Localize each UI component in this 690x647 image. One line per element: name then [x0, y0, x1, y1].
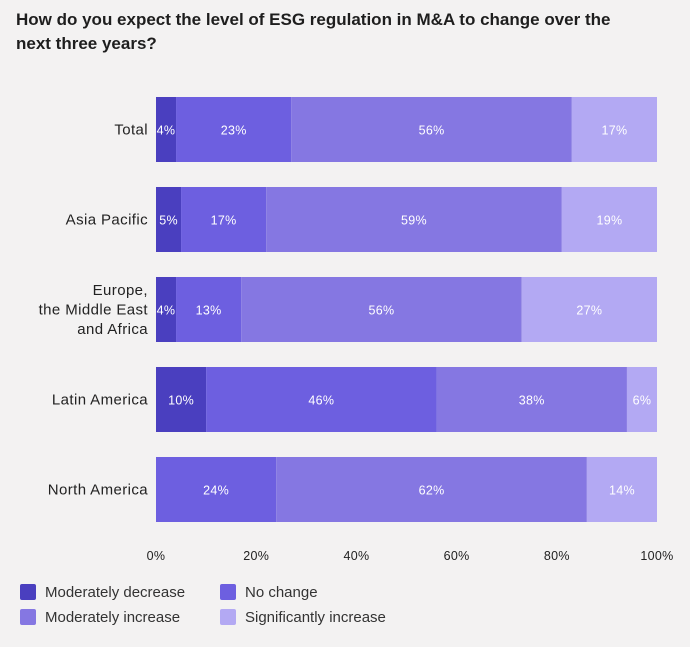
- data-label: 56%: [368, 304, 394, 318]
- category-label: the Middle East: [39, 302, 149, 319]
- legend-swatch-moderately-decrease: [20, 584, 36, 600]
- x-tick-label: 100%: [640, 549, 673, 563]
- data-label: 14%: [609, 484, 635, 498]
- category-label: and Africa: [77, 321, 148, 338]
- bar-segment: [266, 187, 562, 252]
- data-label: 6%: [633, 394, 652, 408]
- bar-segment: [156, 457, 277, 522]
- legend-swatch-no-change: [220, 584, 236, 600]
- data-label: 19%: [596, 214, 622, 228]
- data-label: 27%: [576, 304, 602, 318]
- legend-swatch-moderately-increase: [20, 609, 36, 625]
- legend-label: Moderately increase: [45, 608, 181, 626]
- category-label: North America: [48, 482, 148, 499]
- data-label: 62%: [419, 484, 445, 498]
- legend-label: Significantly increase: [245, 608, 386, 626]
- data-label: 59%: [401, 214, 427, 228]
- bar-segment: [436, 367, 627, 432]
- bar-segment: [176, 277, 242, 342]
- data-label: 17%: [601, 124, 627, 138]
- data-label: 38%: [519, 394, 545, 408]
- legend-label: No change: [245, 583, 318, 601]
- category-label: Total: [114, 122, 148, 139]
- bar-segment: [156, 367, 207, 432]
- bar-segment: [156, 97, 177, 162]
- legend-item-moderately-increase: Moderately increase: [20, 607, 220, 627]
- bar-segment: [181, 187, 267, 252]
- legend-item-moderately-decrease: Moderately decrease: [20, 582, 220, 602]
- x-tick-label: 0%: [147, 549, 166, 563]
- x-tick-label: 60%: [444, 549, 470, 563]
- legend-item-no-change: No change: [220, 582, 420, 602]
- chart-title: How do you expect the level of ESG regul…: [16, 10, 611, 53]
- bar-segment: [561, 187, 657, 252]
- category-label: Asia Pacific: [66, 212, 148, 229]
- bar-segment: [276, 457, 587, 522]
- data-label: 5%: [159, 214, 178, 228]
- category-label: Europe,: [93, 282, 148, 299]
- x-tick-label: 20%: [243, 549, 269, 563]
- bar-segment: [626, 367, 657, 432]
- bar-segment: [586, 457, 657, 522]
- stacked-bar-chart: Total 4% 23% 56% 17% Asia Pacific 5% 17% 59% 19% E…: [39, 97, 673, 563]
- legend: Moderately decrease No change Moderately…: [20, 582, 460, 627]
- x-tick-label: 40%: [343, 549, 369, 563]
- data-label: 56%: [419, 124, 445, 138]
- data-label: 10%: [168, 394, 194, 408]
- bar-segment: [176, 97, 292, 162]
- bar-segment: [571, 97, 657, 162]
- legend-item-significantly-increase: Significantly increase: [220, 607, 420, 627]
- legend-swatch-significantly-increase: [220, 609, 236, 625]
- data-label: 24%: [203, 484, 229, 498]
- bar-segment: [156, 277, 177, 342]
- data-label: 17%: [211, 214, 237, 228]
- bar-segment: [521, 277, 657, 342]
- data-label: 23%: [221, 124, 247, 138]
- data-label: 46%: [308, 394, 334, 408]
- bar-segment: [206, 367, 437, 432]
- data-label: 13%: [196, 304, 222, 318]
- bar-segment: [156, 187, 182, 252]
- bar-segment: [291, 97, 572, 162]
- bar-segment: [241, 277, 522, 342]
- data-label: 4%: [157, 124, 176, 138]
- legend-label: Moderately decrease: [45, 583, 186, 601]
- data-label: 4%: [157, 304, 176, 318]
- category-label: Latin America: [52, 392, 148, 409]
- x-tick-label: 80%: [544, 549, 570, 563]
